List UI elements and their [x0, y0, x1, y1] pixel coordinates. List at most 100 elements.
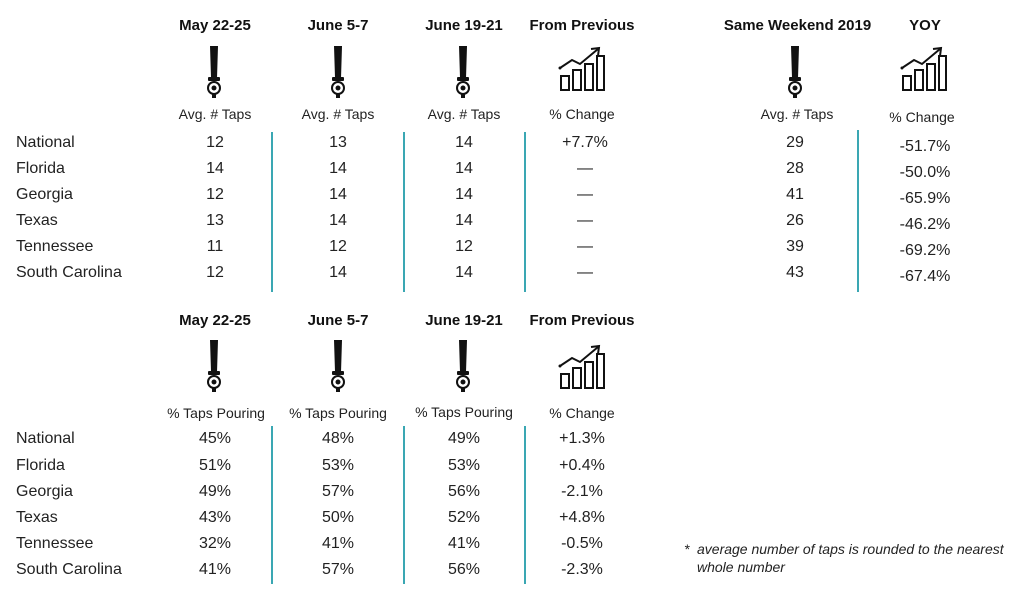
- cell: 49%: [447, 430, 481, 447]
- growth-chart-icon: [558, 46, 606, 92]
- top-header-june5: June 5-7: [307, 17, 369, 34]
- cell: 32%: [198, 535, 232, 552]
- cell: +4.8%: [559, 509, 605, 526]
- cell: —: [577, 212, 593, 229]
- bottom-subheader-may: % Taps Pouring: [167, 405, 265, 421]
- footnote: * average number of taps is rounded to t…: [684, 540, 1014, 576]
- top-header-may: May 22-25: [179, 17, 251, 34]
- bottom-header-june19: June 19-21: [425, 312, 503, 329]
- cell: -0.5%: [561, 535, 603, 552]
- bottom-subheader-june19: % Taps Pouring: [415, 404, 513, 420]
- top-subheader-june5: Avg. # Taps: [301, 106, 375, 122]
- cell: 14: [329, 160, 347, 177]
- cell: 14: [329, 212, 347, 229]
- row-label: South Carolina: [16, 264, 122, 281]
- cell: -46.2%: [899, 216, 951, 233]
- row-label: Florida: [16, 457, 65, 474]
- cell: 11: [206, 238, 224, 255]
- cell: 14: [329, 186, 347, 203]
- cell: 43: [786, 264, 804, 281]
- column-divider: [403, 132, 405, 292]
- cell: -67.4%: [899, 268, 951, 285]
- cell: 56%: [447, 483, 481, 500]
- cell: 39: [786, 238, 804, 255]
- cell: 43%: [198, 509, 232, 526]
- cell: 41%: [198, 561, 232, 578]
- cell: 12: [206, 264, 224, 281]
- cell: 14: [329, 264, 347, 281]
- row-label: Tennessee: [16, 238, 94, 255]
- bottom-header-may: May 22-25: [179, 312, 251, 329]
- growth-chart-icon: [558, 344, 606, 390]
- bottom-header-from-previous: From Previous: [529, 312, 635, 329]
- row-label: National: [16, 134, 75, 151]
- column-divider: [271, 426, 273, 584]
- cell: 12: [329, 238, 347, 255]
- row-label: Texas: [16, 509, 58, 526]
- cell: 48%: [321, 430, 355, 447]
- row-label: South Carolina: [16, 561, 122, 578]
- cell: 14: [455, 186, 473, 203]
- top-subheader-june19: Avg. # Taps: [427, 106, 501, 122]
- cell: —: [577, 264, 593, 281]
- cell: -50.0%: [899, 164, 951, 181]
- row-label: Texas: [16, 212, 58, 229]
- yoy-header-same-weekend: Same Weekend 2019: [723, 17, 872, 34]
- footnote-text: average number of taps is rounded to the…: [697, 541, 1004, 575]
- beer-tap-handle-icon: [453, 44, 473, 98]
- column-divider: [524, 426, 526, 584]
- column-divider: [403, 426, 405, 584]
- column-divider: [524, 132, 526, 292]
- cell: -69.2%: [899, 242, 951, 259]
- cell: 57%: [321, 483, 355, 500]
- cell: 12: [206, 186, 224, 203]
- cell: -65.9%: [899, 190, 951, 207]
- cell: 52%: [447, 509, 481, 526]
- cell: 14: [455, 212, 473, 229]
- beer-tap-handle-icon: [328, 44, 348, 98]
- footnote-marker: *: [684, 541, 690, 557]
- cell: 51%: [198, 457, 232, 474]
- cell: —: [577, 160, 593, 177]
- cell: 41%: [447, 535, 481, 552]
- yoy-subheader-change: % Change: [889, 109, 955, 125]
- cell: 29: [786, 134, 804, 151]
- cell: -51.7%: [899, 138, 951, 155]
- cell: 12: [206, 134, 224, 151]
- cell: 14: [206, 160, 224, 177]
- cell: 56%: [447, 561, 481, 578]
- top-header-june19: June 19-21: [425, 17, 503, 34]
- growth-chart-icon: [900, 46, 948, 92]
- cell: 26: [786, 212, 804, 229]
- cell: 14: [455, 134, 473, 151]
- beer-tap-handle-icon: [453, 338, 473, 392]
- cell: 14: [455, 160, 473, 177]
- row-label: Tennessee: [16, 535, 94, 552]
- cell: 28: [786, 160, 804, 177]
- top-header-from-previous: From Previous: [529, 17, 635, 34]
- row-label: Georgia: [16, 186, 73, 203]
- cell: 49%: [198, 483, 232, 500]
- bottom-header-june5: June 5-7: [307, 312, 369, 329]
- cell: -2.3%: [561, 561, 603, 578]
- cell: -2.1%: [561, 483, 603, 500]
- column-divider: [271, 132, 273, 292]
- row-label: National: [16, 430, 75, 447]
- cell: 12: [455, 238, 473, 255]
- cell: +7.7%: [562, 134, 608, 151]
- bottom-subheader-june5: % Taps Pouring: [289, 405, 387, 421]
- cell: 41%: [321, 535, 355, 552]
- cell: +1.3%: [559, 430, 605, 447]
- row-label: Georgia: [16, 483, 73, 500]
- cell: 53%: [447, 457, 481, 474]
- top-subheader-may: Avg. # Taps: [178, 106, 252, 122]
- top-subheader-change: % Change: [549, 106, 615, 122]
- beer-tap-handle-icon: [204, 338, 224, 392]
- yoy-header-yoy: YOY: [909, 17, 941, 34]
- yoy-subheader-taps: Avg. # Taps: [760, 106, 834, 122]
- cell: +0.4%: [559, 457, 605, 474]
- cell: —: [577, 238, 593, 255]
- cell: 45%: [198, 430, 232, 447]
- cell: 41: [786, 186, 804, 203]
- cell: 50%: [321, 509, 355, 526]
